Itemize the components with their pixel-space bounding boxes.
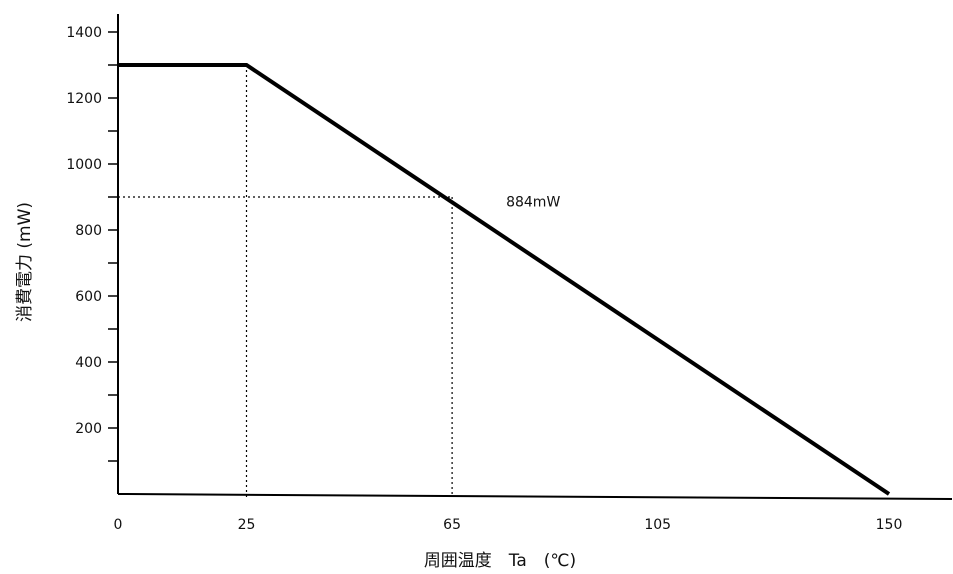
x-tick-label: 65 (443, 517, 461, 533)
power-derating-line (118, 63, 891, 496)
x-tick-label: 0 (114, 517, 123, 533)
y-tick-label: 800 (75, 223, 102, 239)
x-tick-label: 105 (644, 517, 671, 533)
y-tick-label: 1200 (66, 91, 102, 107)
reference-lines (118, 64, 453, 497)
x-tick-label: 150 (876, 517, 903, 533)
y-tick-label: 400 (75, 355, 102, 371)
y-tick-label: 1400 (66, 25, 102, 41)
y-tick-label: 1000 (66, 157, 102, 173)
annotation-label: 884mW (506, 194, 560, 210)
x-tick-label: 25 (238, 517, 256, 533)
y-tick-label: 200 (75, 421, 102, 437)
x-axis-label: 周囲温度 Ta (℃) (424, 551, 576, 571)
y-tick-label: 600 (75, 289, 102, 305)
x-axis-line (117, 493, 953, 500)
labels-layer: 200 400 600 800 1000 1200 1400 0 25 65 105 150 884mW (66, 25, 902, 533)
axes (108, 14, 953, 500)
y-axis-label: 消費電力 (mW) (15, 202, 35, 322)
series-layer (118, 63, 891, 496)
